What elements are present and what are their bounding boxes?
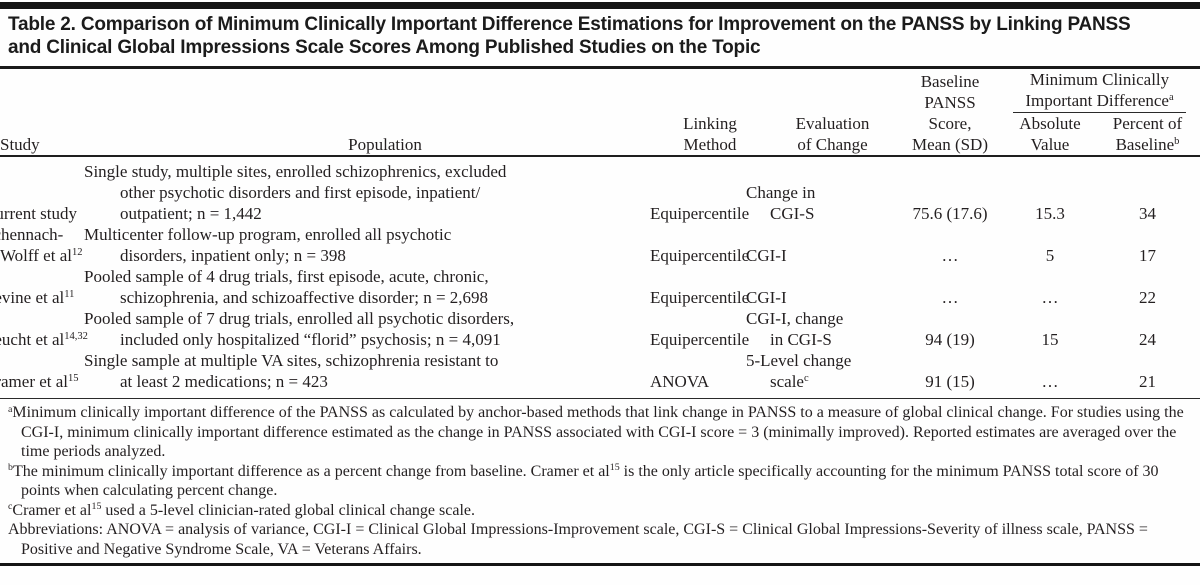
header-baseline-panss: Baseline PANSS Score, Mean (SD) bbox=[895, 69, 1005, 157]
footnote-c: cCramer et al15 used a 5-level clinician… bbox=[8, 501, 475, 519]
comparison-table: Study Population Linking Method Evaluati… bbox=[0, 69, 1200, 399]
header-study: Study bbox=[0, 69, 120, 157]
baseline-panss-cell: … bbox=[941, 246, 959, 265]
header-population: Population bbox=[120, 69, 650, 157]
linking-method-cell: ANOVA bbox=[650, 350, 770, 399]
baseline-panss-cell: 94 (19) bbox=[925, 330, 975, 349]
percent-of-baseline-cell: 17 bbox=[1139, 246, 1156, 265]
evaluation-cell: 5-Level change scalec bbox=[746, 350, 895, 399]
abbreviations-note: Abbreviations: ANOVA = analysis of varia… bbox=[8, 521, 1148, 558]
baseline-panss-cell: 91 (15) bbox=[895, 350, 1005, 399]
percent-of-baseline-cell: 34 bbox=[1139, 204, 1156, 223]
header-mcid-spanner: Minimum Clinically Important Differencea bbox=[1005, 69, 1200, 113]
footnotes: aMinimum clinically important difference… bbox=[8, 403, 1192, 559]
percent-of-baseline-cell: 24 bbox=[1139, 330, 1156, 349]
table-row: Leucht et al14,32 Pooled sample of 7 dru… bbox=[0, 308, 1200, 350]
title-rule bbox=[0, 66, 1200, 69]
linking-method-cell: Equipercentile bbox=[650, 246, 750, 265]
linking-method-cell: Equipercentile bbox=[650, 204, 750, 223]
footnote-marker-a-ref: a bbox=[1168, 92, 1174, 104]
header-linking-method: Linking Method bbox=[650, 69, 770, 157]
table-title: Table 2. Comparison of Minimum Clinicall… bbox=[8, 14, 1131, 58]
population-cell: Multicenter follow-up program, enrolled … bbox=[84, 225, 452, 265]
header-percent-of-baseline: Percent of Baselineb bbox=[1095, 113, 1200, 157]
table-row: Current study Single study, multiple sit… bbox=[0, 156, 1200, 224]
absolute-value-cell: 15 bbox=[1041, 330, 1059, 349]
absolute-value-cell: … bbox=[1005, 350, 1095, 399]
table-row: Levine et al11 Pooled sample of 4 drug t… bbox=[0, 266, 1200, 308]
absolute-value-cell: 5 bbox=[1045, 246, 1055, 265]
evaluation-cell: CGI-I bbox=[746, 288, 787, 307]
percent-of-baseline-cell: 21 bbox=[1095, 350, 1200, 399]
linking-method-cell: Equipercentile bbox=[650, 288, 750, 307]
linking-method-cell: Equipercentile bbox=[650, 330, 750, 349]
percent-of-baseline-cell: 22 bbox=[1139, 288, 1156, 307]
header-evaluation-of-change: Evaluation of Change bbox=[770, 69, 895, 157]
study-cell: Levine et al11 bbox=[0, 288, 75, 307]
study-cell: Leucht et al14,32 bbox=[0, 330, 88, 349]
evaluation-cell: CGI-I bbox=[746, 246, 787, 265]
table-row: Schennach- Wolff et al12 Multicenter fol… bbox=[0, 224, 1200, 266]
population-cell: Pooled sample of 4 drug trials, first ep… bbox=[84, 267, 489, 307]
footnote-marker-b-ref: b bbox=[1174, 136, 1180, 148]
absolute-value-cell: 15.3 bbox=[1035, 204, 1065, 223]
baseline-panss-cell: … bbox=[941, 288, 959, 307]
study-cell: Schennach- Wolff et al12 bbox=[0, 225, 83, 265]
header-mcid-label: Minimum Clinically Important Difference bbox=[1025, 70, 1170, 110]
population-cell: Single study, multiple sites, enrolled s… bbox=[84, 162, 507, 223]
table-row: Cramer et al15 Single sample at multiple… bbox=[0, 350, 1200, 399]
evaluation-cell: Change in CGI-S bbox=[746, 183, 816, 223]
bottom-rule bbox=[0, 563, 1200, 566]
population-cell: Pooled sample of 7 drug trials, enrolled… bbox=[84, 309, 515, 349]
population-cell: Single sample at multiple VA sites, schi… bbox=[84, 350, 650, 399]
baseline-panss-cell: 75.6 (17.6) bbox=[912, 204, 988, 223]
evaluation-cell: CGI-I, change in CGI-S bbox=[746, 309, 844, 349]
footnote-b: bThe minimum clinically important differ… bbox=[8, 462, 1159, 500]
footnote-a: aMinimum clinically important difference… bbox=[8, 403, 1184, 460]
absolute-value-cell: … bbox=[1041, 288, 1059, 307]
top-rule bbox=[0, 2, 1200, 9]
table-header: Study Population Linking Method Evaluati… bbox=[0, 69, 1200, 157]
study-cell: Cramer et al15 bbox=[0, 350, 120, 399]
header-absolute-value: Absolute Value bbox=[1005, 113, 1095, 157]
study-cell: Current study bbox=[0, 204, 78, 223]
